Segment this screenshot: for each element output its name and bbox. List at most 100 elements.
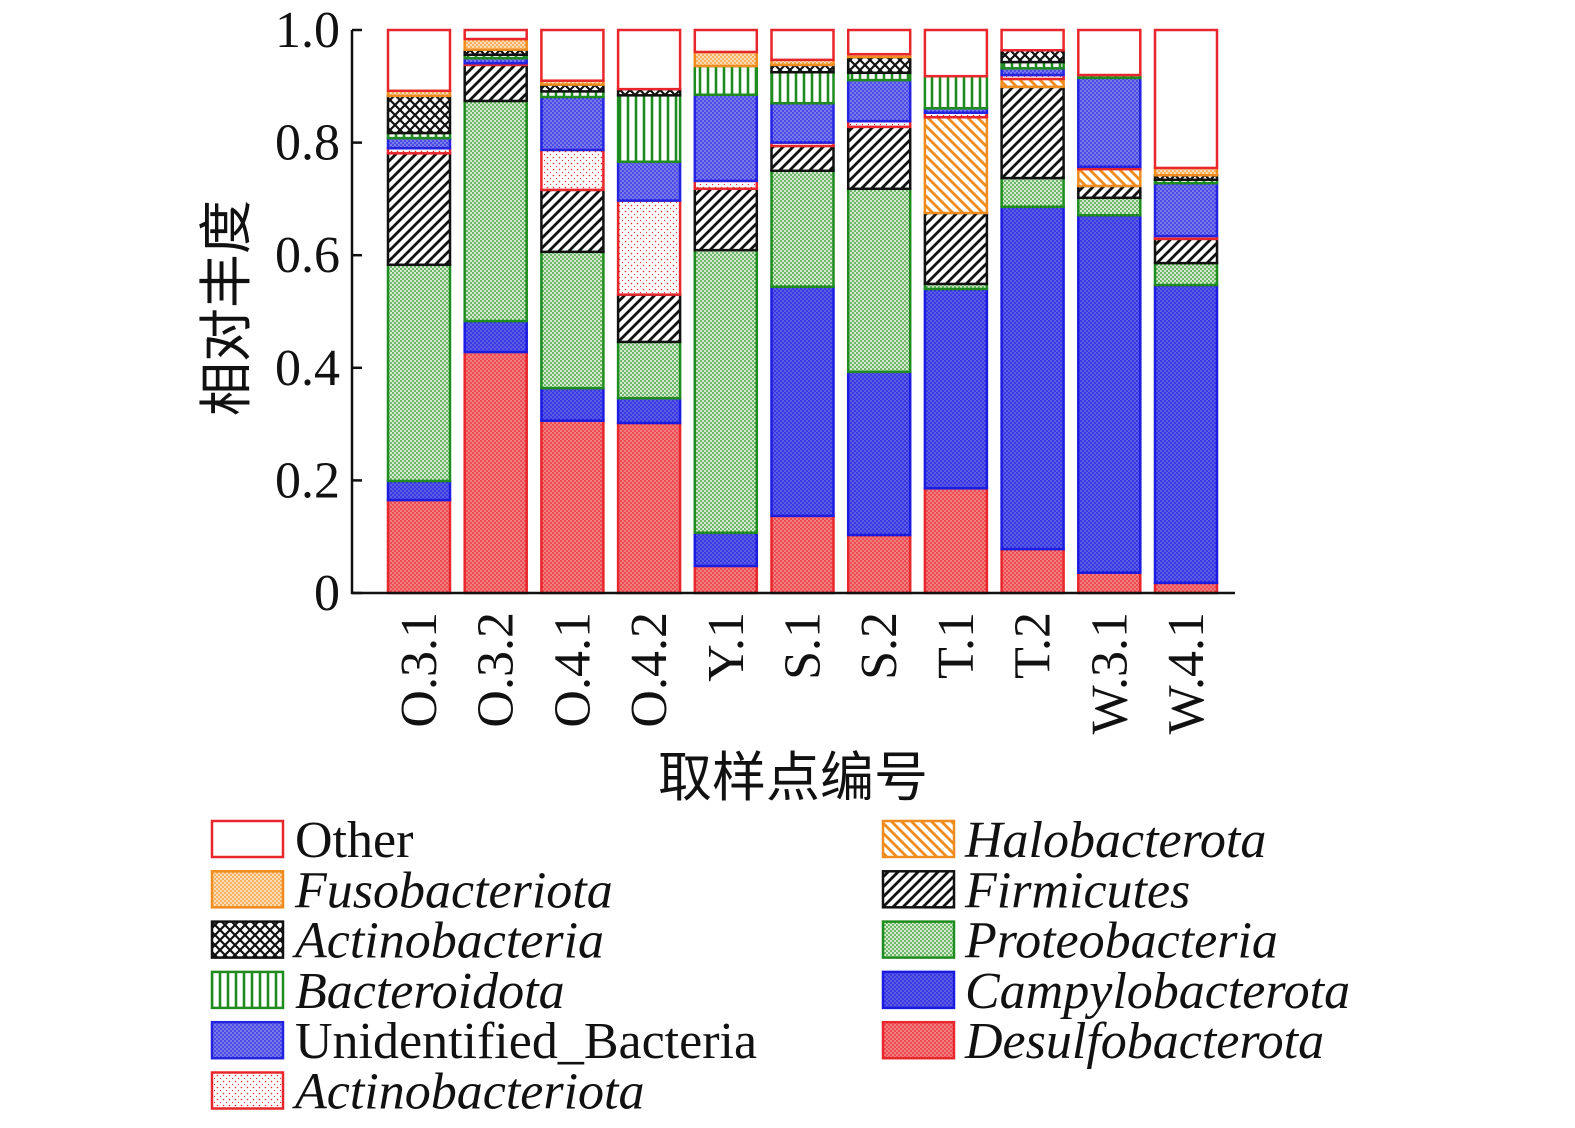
x-tick-label: T.2 <box>1005 612 1062 679</box>
bar-segment-unidentified-bacteria <box>1153 181 1219 238</box>
bar-segment-bacteroidota <box>770 70 835 105</box>
legend-label: Firmicutes <box>964 862 1190 919</box>
bar-segment-desulfobacterota <box>770 514 835 595</box>
bar-stack-t-1 <box>923 28 989 595</box>
bar-segment-firmicutes <box>540 188 605 254</box>
bar-segment-desulfobacterota <box>923 487 989 595</box>
x-axis-label: 取样点编号 <box>658 746 928 809</box>
bar-stack-w-4-1 <box>1153 28 1219 595</box>
bar-segment-campylobacterota <box>846 370 912 537</box>
x-tick-label: O.4.2 <box>621 612 678 728</box>
y-tick-label: 0.6 <box>275 227 340 284</box>
legend: OtherFusobacteriotaActinobacteriaBactero… <box>210 812 1350 1121</box>
bar-segment-campylobacterota <box>1077 213 1142 574</box>
x-tick-label: O.3.2 <box>468 612 525 728</box>
bar-stack-o-4-1 <box>540 28 605 595</box>
bar-segment-firmicutes <box>1077 184 1142 200</box>
x-tick-label: W.4.1 <box>1158 612 1215 734</box>
bar-segment-proteobacteria <box>1077 196 1142 217</box>
bar-segment-desulfobacterota <box>616 421 682 595</box>
y-tick-label: 0.8 <box>275 115 340 172</box>
bar-segment-proteobacteria <box>1153 261 1219 287</box>
legend-label: Actinobacteriota <box>292 1064 644 1121</box>
bar-segment-other <box>463 28 528 41</box>
legend-label: Desulfobacterota <box>964 1013 1324 1070</box>
x-tick-label: T.1 <box>928 612 985 679</box>
bar-segment-unidentified-bacteria <box>846 78 912 123</box>
legend-item-desulfobacterota: Desulfobacterota <box>881 1013 1324 1070</box>
bar-segment-other <box>616 28 682 91</box>
bar-segment-unidentified-bacteria <box>540 95 605 152</box>
legend-item-fusobacteriota: Fusobacteriota <box>210 862 613 919</box>
bar-segment-firmicutes <box>1000 85 1065 180</box>
bar-segment-other <box>1077 28 1142 77</box>
y-tick-label: 0 <box>314 565 340 622</box>
bar-segment-unidentified-bacteria <box>693 93 759 183</box>
legend-label: Halobacterota <box>964 812 1266 869</box>
bar-segment-proteobacteria <box>1000 176 1065 209</box>
legend-swatch <box>210 920 285 959</box>
bar-segment-proteobacteria <box>846 187 912 373</box>
bar-segment-campylobacterota <box>616 396 682 425</box>
y-tick-label: 0.4 <box>275 340 340 397</box>
bar-segment-bacteroidota <box>923 74 989 110</box>
bar-segment-campylobacterota <box>463 319 528 354</box>
bar-segment-halobacterota <box>1077 167 1142 188</box>
bar-segment-desulfobacterota <box>386 498 452 595</box>
bar-segment-firmicutes <box>923 211 989 286</box>
bar-segment-other <box>770 28 835 62</box>
bar-segment-unidentified-bacteria <box>386 136 452 150</box>
y-tick-label: 1.0 <box>275 2 340 59</box>
bar-segment-other <box>923 28 989 78</box>
legend-label: Bacteroidota <box>295 963 565 1020</box>
x-tick-label: O.4.1 <box>544 612 601 728</box>
bar-segment-actinobacteria <box>846 55 912 75</box>
bar-segment-campylobacterota <box>386 479 452 502</box>
bar-segment-campylobacterota <box>923 287 989 490</box>
bar-segment-proteobacteria <box>616 340 682 400</box>
x-axis-tick-labels: O.3.1 O.3.2 O.4.1 O.4.2 Y.1 S.1 S.2 T.1 T.2 W.3.1… <box>391 612 1215 734</box>
legend-item-halobacterota: Halobacterota <box>881 812 1266 869</box>
bar-segment-firmicutes <box>386 152 452 267</box>
bar-segment-unidentified-bacteria <box>770 101 835 144</box>
bar-segment-desulfobacterota <box>693 564 759 595</box>
bar-stack-y-1 <box>693 28 759 595</box>
legend-label: Other <box>295 812 413 869</box>
bar-segment-campylobacterota <box>693 531 759 568</box>
legend-swatch <box>881 920 956 959</box>
bar-segment-fusobacteriota <box>693 50 759 68</box>
legend-item-actinobacteria: Actinobacteria <box>210 913 604 970</box>
bar-segment-other <box>846 28 912 56</box>
legend-item-bacteroidota: Bacteroidota <box>210 963 565 1020</box>
legend-item-unidentified-bacteria: Unidentified_Bacteria <box>210 1013 757 1070</box>
legend-item-proteobacteria: Proteobacteria <box>881 913 1278 970</box>
bar-segment-firmicutes <box>463 63 528 103</box>
bar-segment-firmicutes <box>616 293 682 344</box>
bar-stack-w-3-1 <box>1077 28 1142 595</box>
bar-segment-campylobacterota <box>770 285 835 518</box>
bar-segment-proteobacteria <box>463 99 528 323</box>
bar-segment-other <box>540 28 605 82</box>
bar-segment-actinobacteriota <box>616 199 682 296</box>
bar-stack-t-2 <box>1000 28 1065 595</box>
bar-segment-desulfobacterota <box>846 533 912 595</box>
legend-swatch <box>210 870 285 909</box>
y-tick-label: 0.2 <box>275 452 340 509</box>
bar-segment-other <box>1000 28 1065 52</box>
legend-label: Proteobacteria <box>964 913 1278 970</box>
legend-label: Fusobacteriota <box>294 862 613 919</box>
bar-segment-desulfobacterota <box>463 350 528 595</box>
bar-segment-proteobacteria <box>693 248 759 535</box>
legend-item-other: Other <box>210 812 413 869</box>
bar-segment-halobacterota <box>923 116 989 215</box>
bar-segment-fusobacteriota <box>463 37 528 51</box>
legend-swatch <box>210 970 285 1010</box>
bar-segment-desulfobacterota <box>1077 571 1142 595</box>
bar-segment-desulfobacterota <box>540 419 605 595</box>
bar-stack-s-2 <box>846 28 912 595</box>
bar-segment-firmicutes <box>1153 237 1219 265</box>
bar-segment-firmicutes <box>846 125 912 191</box>
bar-segment-firmicutes <box>693 187 759 252</box>
bar-segment-firmicutes <box>770 144 835 172</box>
